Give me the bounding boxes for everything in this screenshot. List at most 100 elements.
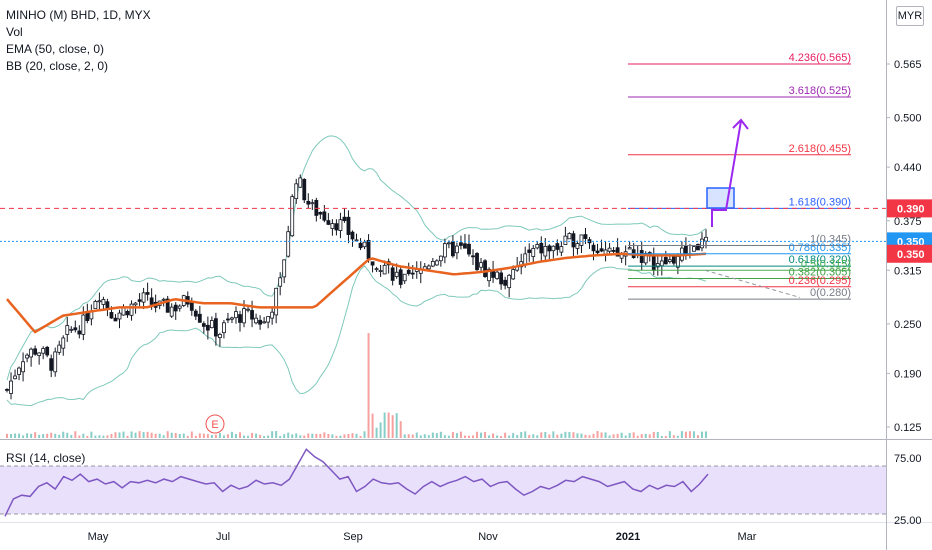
volume-bar (10, 433, 13, 438)
volume-bar (182, 433, 185, 438)
fib-level-label: 1.618(0.390) (789, 196, 851, 208)
volume-bar (359, 435, 362, 438)
currency-badge[interactable]: MYR (896, 6, 924, 26)
volume-bar (455, 433, 458, 438)
candle-body (250, 310, 254, 320)
volume-bar (38, 434, 41, 438)
price-level-badge (887, 244, 932, 263)
time-tick-label: May (88, 531, 109, 543)
volume-bar (668, 431, 671, 438)
projection-arrow[interactable] (711, 120, 742, 227)
candle-body (97, 300, 102, 303)
candle-body (141, 292, 146, 303)
candle-body (218, 333, 222, 338)
candle-body (222, 322, 226, 334)
time-tick-label: 2021 (616, 531, 640, 543)
volume-bar (198, 433, 201, 438)
volume-bar (676, 435, 679, 438)
candle-body (109, 312, 114, 319)
volume-bar (343, 434, 346, 438)
volume-bar (576, 433, 579, 438)
volume-bar (588, 435, 591, 438)
volume-bar (363, 431, 366, 438)
volume-bar (339, 435, 342, 438)
volume-bar (226, 434, 229, 438)
legend-ema[interactable]: EMA (50, close, 0) (6, 42, 105, 56)
volume-bar (194, 435, 197, 438)
fibonacci-extension: 4.236(0.565) 3.618(0.525) 2.618(0.455) 1.61… (628, 52, 851, 300)
earnings-marker[interactable] (205, 414, 225, 434)
candle-body (81, 314, 86, 335)
volume-bar (335, 435, 338, 438)
candle-body (145, 292, 150, 295)
candle-body (165, 298, 170, 313)
volume-bar (150, 432, 153, 438)
candle-body (362, 241, 367, 248)
volume-bar (287, 432, 290, 438)
candle-body (258, 319, 262, 325)
candle-body (318, 212, 323, 215)
volume-bar (596, 431, 599, 438)
volume-bar (592, 433, 595, 438)
volume-bar (331, 434, 334, 438)
volume-bar (267, 435, 270, 438)
candle-body (121, 307, 126, 316)
volume-bar (311, 433, 314, 438)
candle-body (692, 246, 696, 252)
price-tick-label: 0.190 (894, 368, 922, 380)
price-tick-label: 0.565 (894, 59, 922, 71)
price-tick-label: 0.125 (894, 422, 922, 434)
rsi-line (4, 448, 709, 517)
candle-body (563, 235, 568, 246)
volume-bar (496, 435, 499, 438)
candle-body (599, 248, 604, 252)
price-tick-label: 0.440 (894, 162, 922, 174)
candle-body (426, 265, 431, 270)
bb-upper-line (6, 135, 707, 381)
volume-bar (327, 434, 330, 438)
candle-body (451, 241, 455, 257)
volume-bar (118, 432, 121, 438)
volume-bar (90, 431, 93, 438)
volume-bar (162, 435, 165, 438)
volume-bar (299, 435, 302, 438)
volume-bar (387, 412, 390, 438)
volume-bar (367, 333, 370, 438)
candle-body (455, 245, 459, 254)
candle-body (535, 244, 540, 249)
legend-bb[interactable]: BB (20, close, 2, 0) (6, 59, 109, 73)
price-tick-label: 0.315 (894, 265, 922, 277)
volume-bar (572, 432, 575, 438)
legend-volume[interactable]: Vol (6, 25, 23, 39)
legend-symbol[interactable]: MINHO (M) BHD, 1D, MYX (6, 8, 151, 22)
candle-body (322, 211, 327, 221)
candle-body (334, 223, 339, 231)
rsi-legend[interactable]: RSI (14, close) (6, 451, 86, 465)
volume-bar (170, 432, 173, 438)
volume-bar (243, 435, 246, 438)
volume-bar (206, 434, 209, 438)
candle-body (117, 312, 122, 320)
volume-bar (86, 435, 89, 438)
volume-bar (383, 412, 386, 438)
volume-bar (439, 431, 442, 438)
volume-bar (78, 435, 81, 438)
volume-bar (431, 432, 434, 438)
candle-body (85, 312, 90, 321)
candle-body (438, 255, 443, 262)
candle-body (57, 344, 62, 353)
candle-body (446, 242, 451, 245)
candle-body (467, 243, 471, 255)
candle-body (595, 250, 600, 254)
volume-bar (524, 431, 527, 438)
price-tick-label: 0.375 (894, 216, 922, 228)
volume-bar (138, 431, 141, 438)
candle-body (487, 268, 491, 282)
candle-body (137, 299, 142, 302)
candle-body (93, 301, 98, 310)
candle-body (378, 270, 383, 272)
volume-bar (271, 431, 274, 438)
volume-bar (263, 435, 266, 438)
candle-body (639, 250, 644, 263)
volume-bar (660, 435, 663, 438)
